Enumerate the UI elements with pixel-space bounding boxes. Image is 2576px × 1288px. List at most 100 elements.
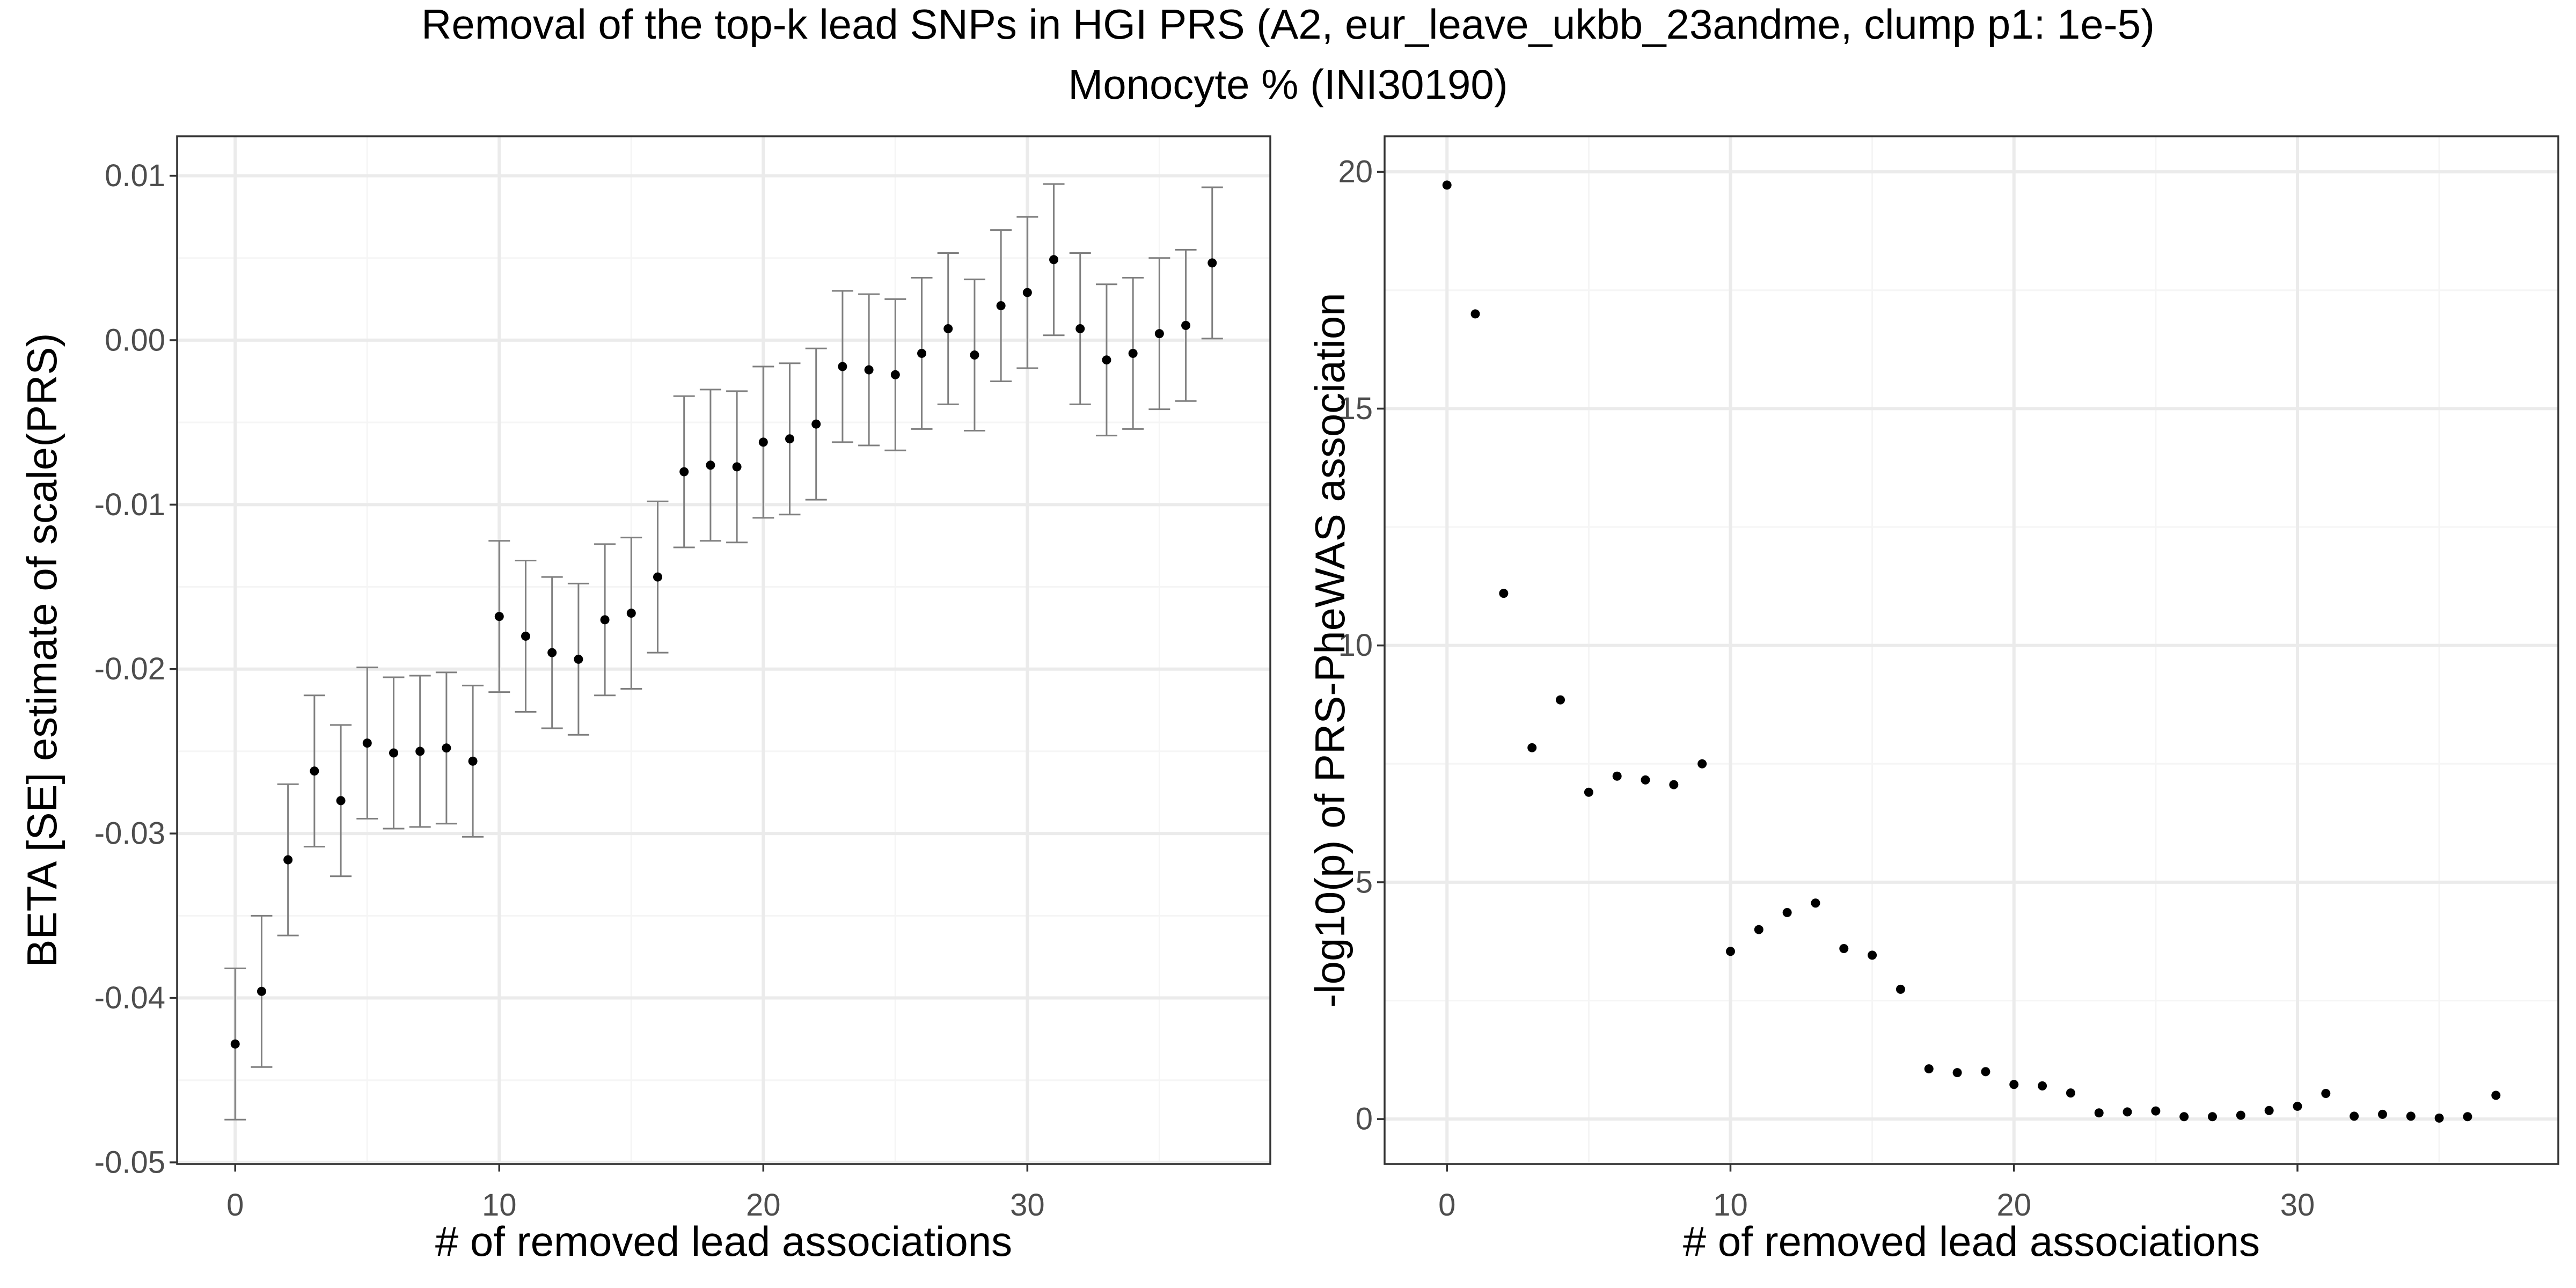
pval-point-5 (1584, 787, 1593, 797)
beta-point-11 (521, 631, 530, 641)
beta-point-26 (917, 348, 927, 358)
pval-point-18 (1952, 1068, 1962, 1078)
beta-point-8 (442, 743, 451, 753)
beta-point-35 (1154, 329, 1164, 339)
beta-point-23 (838, 362, 847, 371)
beta-point-9 (468, 756, 478, 766)
pval-panel-border (1384, 135, 2559, 1165)
beta-chart-svg: 0 10 20 30 -0.05 -0.04 -0.03 -0.02 -0.01 0.00 0.01… (18, 135, 1271, 1265)
pval-xtick-label-10: 10 (1713, 1188, 1748, 1223)
beta-xtick-label-20: 20 (746, 1188, 781, 1223)
beta-point-34 (1128, 348, 1138, 358)
beta-ytick-label-m0p05: -0.05 (94, 1145, 165, 1180)
pval-ytick-label-15: 15 (1338, 391, 1373, 426)
pval-point-28 (2236, 1110, 2245, 1120)
beta-xtick-label-0: 0 (226, 1188, 244, 1223)
pval-point-6 (1612, 771, 1622, 781)
beta-point-4 (336, 796, 346, 806)
pval-point-0 (1442, 180, 1452, 190)
beta-point-17 (679, 467, 689, 477)
beta-xtick-label-30: 30 (1010, 1188, 1045, 1223)
beta-point-36 (1181, 320, 1191, 330)
beta-point-33 (1102, 355, 1111, 365)
pval-point-1 (1470, 309, 1480, 319)
beta-point-5 (362, 738, 372, 748)
beta-point-18 (706, 460, 715, 470)
beta-point-13 (574, 654, 583, 664)
pval-point-12 (1782, 908, 1792, 917)
pval-point-27 (2208, 1112, 2218, 1122)
pval-point-9 (1697, 759, 1707, 769)
pval-point-29 (2264, 1106, 2274, 1115)
pval-point-22 (2066, 1088, 2075, 1098)
beta-y-axis-title: BETA [SE] estimate of scale(PRS) (18, 333, 65, 968)
pval-point-36 (2463, 1112, 2472, 1122)
pval-point-26 (2179, 1112, 2189, 1122)
pval-x-axis-title: # of removed lead associations (1683, 1218, 2260, 1265)
pval-ytick-label-10: 10 (1338, 628, 1373, 663)
beta-point-15 (626, 609, 636, 618)
pval-point-24 (2123, 1107, 2132, 1117)
beta-ytick-label-0: 0.00 (105, 323, 165, 357)
pval-point-33 (2377, 1109, 2387, 1119)
pval-point-32 (2350, 1111, 2359, 1121)
beta-point-3 (310, 766, 319, 776)
pval-xtick-label-20: 20 (1996, 1188, 2031, 1223)
pval-point-20 (2009, 1080, 2019, 1089)
beta-point-25 (890, 370, 900, 379)
beta-point-20 (758, 437, 768, 447)
beta-point-37 (1208, 258, 1217, 268)
pval-point-2 (1499, 589, 1509, 598)
pval-point-37 (2491, 1091, 2501, 1100)
beta-point-7 (415, 747, 425, 756)
beta-point-31 (1049, 255, 1059, 265)
pval-point-3 (1527, 743, 1537, 752)
beta-ytick-label-m0p02: -0.02 (94, 652, 165, 686)
beta-point-16 (653, 572, 662, 582)
pval-point-23 (2094, 1108, 2104, 1118)
beta-point-29 (996, 301, 1006, 311)
pval-xtick-label-0: 0 (1438, 1188, 1455, 1223)
pval-point-35 (2434, 1113, 2444, 1123)
beta-point-0 (230, 1039, 240, 1049)
beta-ytick-label-0p01: 0.01 (105, 158, 165, 193)
beta-chart-panel: 0 10 20 30 -0.05 -0.04 -0.03 -0.02 -0.01 0.00 0.01… (0, 131, 1288, 1288)
beta-point-12 (547, 648, 557, 657)
beta-panel-border (176, 135, 1271, 1165)
beta-ytick-label-m0p04: -0.04 (94, 980, 165, 1015)
pval-y-axis-title: -log10(p) of PRS-PheWAS association (1306, 292, 1353, 1007)
beta-point-1 (257, 986, 266, 996)
beta-point-32 (1075, 324, 1085, 333)
pval-point-34 (2406, 1111, 2416, 1121)
beta-point-19 (732, 462, 742, 472)
beta-point-30 (1022, 288, 1032, 297)
pval-chart-panel: 0 10 20 30 0 5 10 15 20 # of removed lead associa… (1288, 131, 2576, 1288)
beta-point-24 (864, 365, 874, 375)
pval-point-21 (2038, 1081, 2047, 1091)
pval-xtick-label-30: 30 (2280, 1188, 2315, 1223)
pval-point-19 (1981, 1067, 1990, 1077)
beta-ytick-label-m0p03: -0.03 (94, 816, 165, 851)
beta-point-10 (494, 612, 504, 621)
pval-point-30 (2293, 1101, 2302, 1111)
beta-point-22 (811, 419, 821, 429)
pval-point-13 (1811, 898, 1820, 908)
beta-xtick-label-10: 10 (482, 1188, 517, 1223)
beta-point-14 (600, 615, 610, 625)
pval-ytick-label-5: 5 (1356, 865, 1373, 899)
pval-point-31 (2321, 1089, 2331, 1099)
beta-ytick-label-m0p01: -0.01 (94, 487, 165, 522)
pval-point-4 (1556, 695, 1565, 705)
pval-point-25 (2151, 1106, 2161, 1116)
pval-ytick-label-20: 20 (1338, 155, 1373, 189)
pval-point-10 (1725, 947, 1735, 956)
pval-point-14 (1839, 943, 1849, 953)
pval-point-17 (1924, 1064, 1934, 1074)
pval-point-16 (1896, 984, 1905, 994)
beta-x-axis-title: # of removed lead associations (435, 1218, 1012, 1265)
beta-point-28 (970, 350, 979, 360)
beta-point-6 (389, 748, 398, 758)
pval-ytick-label-0: 0 (1356, 1102, 1373, 1137)
beta-point-2 (283, 855, 293, 865)
